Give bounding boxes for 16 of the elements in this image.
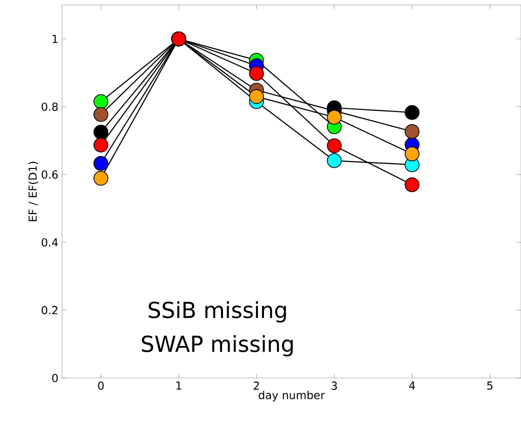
x-tick-label: 1 (176, 382, 182, 390)
y-tick-label: 0.4 (42, 238, 58, 247)
x-tick-label: 2 (254, 382, 259, 390)
y-tick-label: 0.2 (42, 306, 58, 314)
x-tick-label: 3 (332, 382, 337, 390)
y-tick-label: 0.8 (42, 102, 58, 111)
y-tick-label: 1 (52, 34, 58, 43)
annotation: SWAP missing (142, 335, 293, 356)
x-tick-label: 5 (487, 382, 492, 390)
annotation: SSiB missing (148, 301, 286, 323)
x-tick-label: 4 (409, 382, 415, 390)
y-tick-label: 0.6 (42, 170, 58, 179)
x-axis-title: day number (258, 390, 325, 402)
x-tick-label: 0 (98, 382, 104, 390)
y-tick-label: 0 (52, 374, 58, 382)
y-axis-title: EF / EF(D1) (28, 162, 38, 222)
